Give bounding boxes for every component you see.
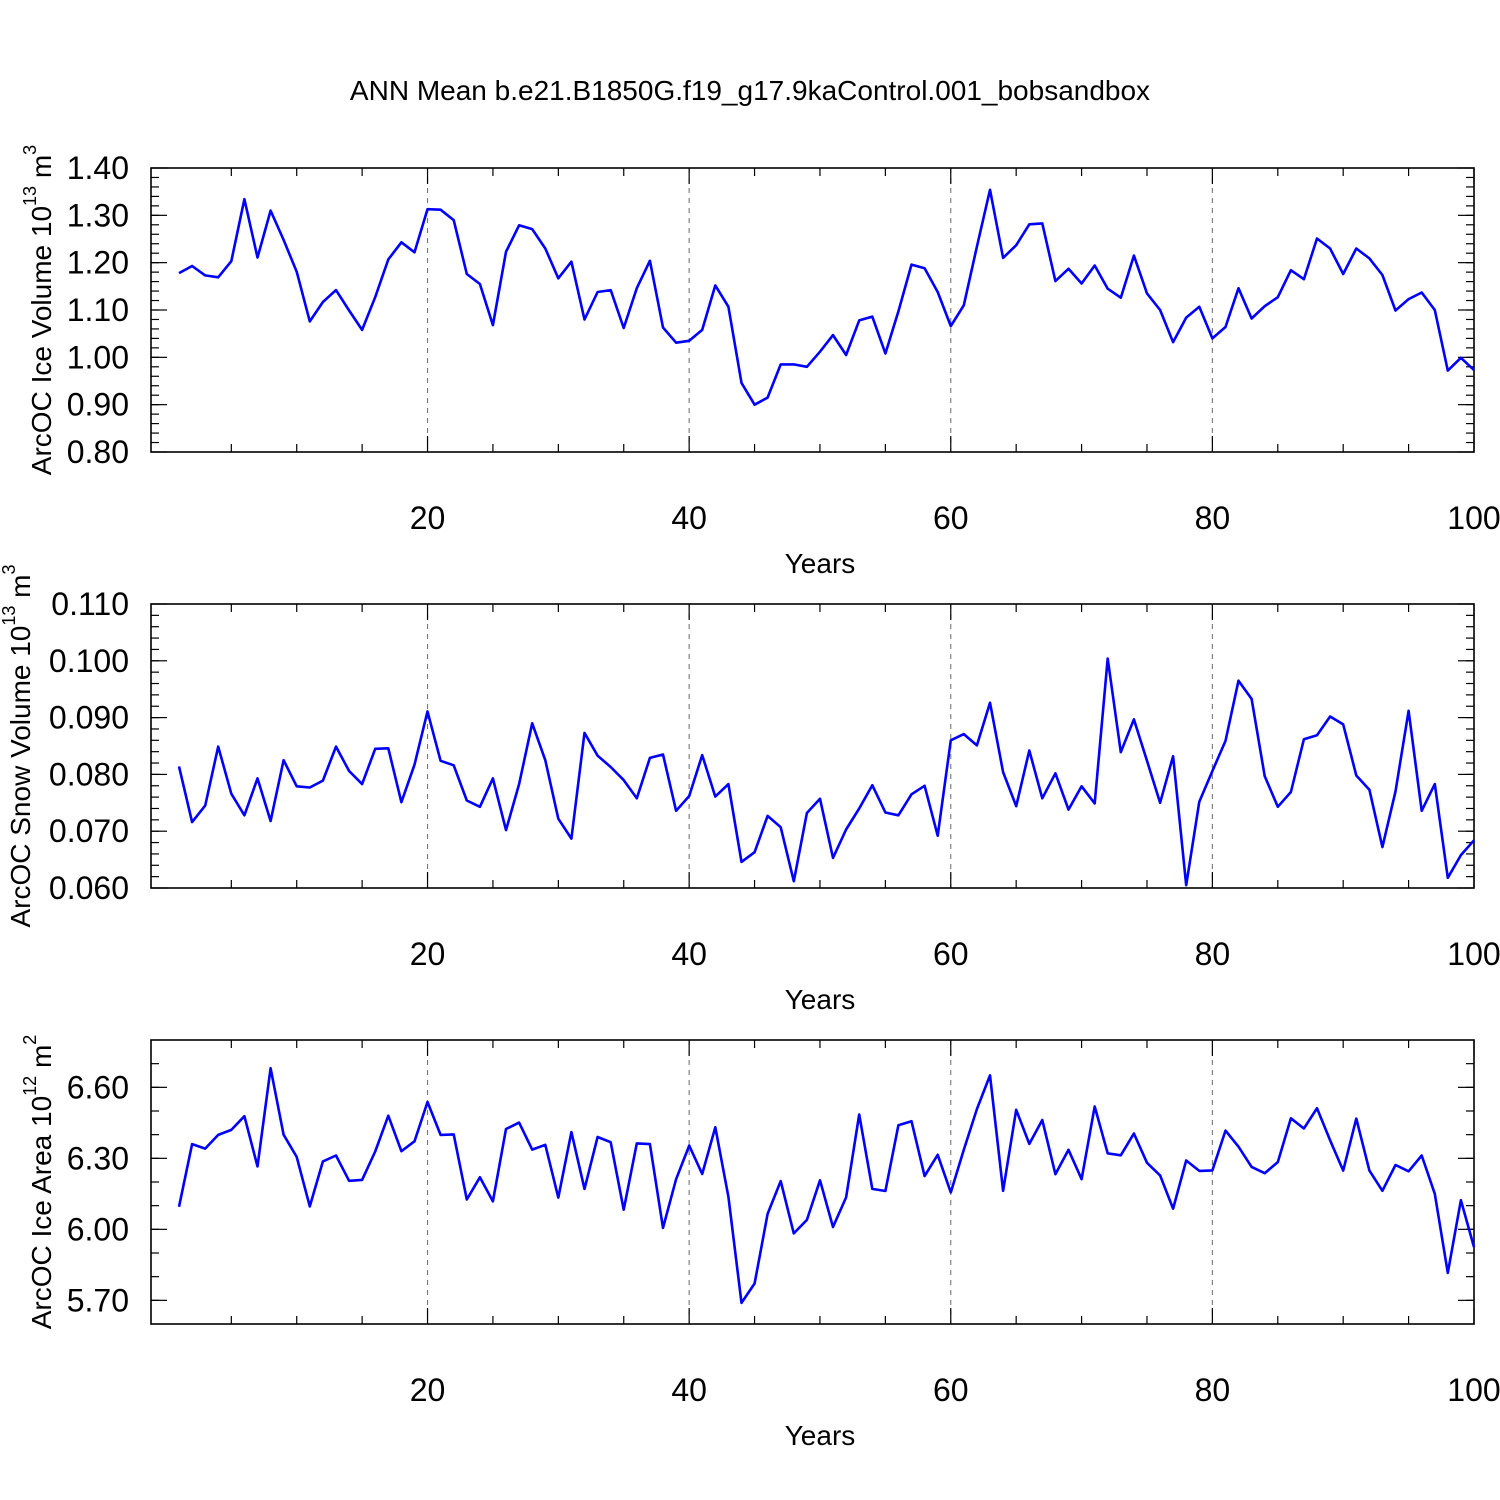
ytick-label: 1.40 [67, 150, 129, 186]
y-axis-title-unit-exponent: 3 [20, 145, 40, 155]
ytick-label: 0.100 [49, 643, 129, 679]
y-axis-title-text: ArcOC Ice Volume 10 [26, 206, 57, 475]
ytick-label: 0.070 [49, 813, 129, 849]
xtick-label: 100 [1447, 500, 1500, 536]
xtick-label: 40 [671, 936, 707, 972]
ytick-label: 0.90 [67, 387, 129, 423]
y-axis-title: ArcOC Ice Area 1012 m2 [20, 1035, 57, 1330]
xtick-label: 60 [933, 936, 969, 972]
ytick-label: 6.60 [67, 1069, 129, 1105]
ytick-label: 1.10 [67, 292, 129, 328]
panel-snow-volume: 20 40 60 80 100 0.060 0.070 0.080 0.090 … [0, 564, 1500, 1015]
xtick-label: 40 [671, 500, 707, 536]
plot-frame [150, 603, 1475, 889]
plot-frame [150, 167, 1475, 453]
ytick-label: 0.080 [49, 756, 129, 792]
xtick-label: 60 [933, 1372, 969, 1408]
y-axis-title-unit: m [26, 1045, 57, 1076]
y-axis-title-unit: m [5, 574, 36, 605]
y-axis-title-unit-exponent: 2 [20, 1035, 40, 1045]
ytick-label: 1.00 [67, 339, 129, 375]
y-axis-title-exponent: 12 [20, 1076, 40, 1096]
xtick-label: 20 [410, 936, 446, 972]
y-axis-title-exponent: 13 [0, 606, 19, 626]
xtick-label: 80 [1195, 936, 1231, 972]
x-axis-title: Years [785, 984, 856, 1015]
ytick-label: 5.70 [67, 1282, 129, 1318]
xtick-label: 20 [410, 1372, 446, 1408]
ytick-label: 6.00 [67, 1211, 129, 1247]
figure-title: ANN Mean b.e21.B1850G.f19_g17.9kaControl… [350, 75, 1150, 106]
ytick-label: 1.30 [67, 197, 129, 233]
xtick-label: 100 [1447, 1372, 1500, 1408]
xtick-label: 80 [1195, 1372, 1231, 1408]
series-line [177, 657, 1475, 887]
y-axis-title-unit-exponent: 3 [0, 564, 19, 574]
xtick-label: 20 [410, 500, 446, 536]
ytick-label: 0.090 [49, 700, 129, 736]
y-axis-title: ArcOC Ice Volume 1013 m3 [20, 145, 57, 475]
y-axis-title-text: ArcOC Snow Volume 10 [5, 626, 36, 928]
y-axis-title: ArcOC Snow Volume 1013 m3 [0, 564, 36, 927]
xtick-label: 40 [671, 1372, 707, 1408]
ytick-label: 6.30 [67, 1140, 129, 1176]
y-axis-title-text: ArcOC Ice Area 10 [26, 1096, 57, 1329]
panel-ice-volume: 20 40 60 80 100 0.80 0.90 1.00 1.10 1.20… [20, 145, 1500, 579]
y-axis-title-unit: m [26, 155, 57, 186]
ytick-label: 0.060 [49, 870, 129, 906]
series-line [178, 188, 1475, 407]
series-line [177, 1066, 1476, 1305]
xtick-label: 100 [1447, 936, 1500, 972]
plot-frame [150, 1039, 1475, 1325]
ytick-label: 1.20 [67, 245, 129, 281]
x-axis-title: Years [785, 1420, 856, 1451]
ytick-label: 0.80 [67, 434, 129, 470]
xtick-label: 80 [1195, 500, 1231, 536]
y-axis-title-exponent: 13 [20, 186, 40, 206]
panel-ice-area: 20 40 60 80 100 5.70 6.00 6.30 6.60 Year… [20, 1035, 1500, 1451]
xtick-label: 60 [933, 500, 969, 536]
x-axis-title: Years [785, 548, 856, 579]
ytick-label: 0.110 [51, 586, 129, 622]
